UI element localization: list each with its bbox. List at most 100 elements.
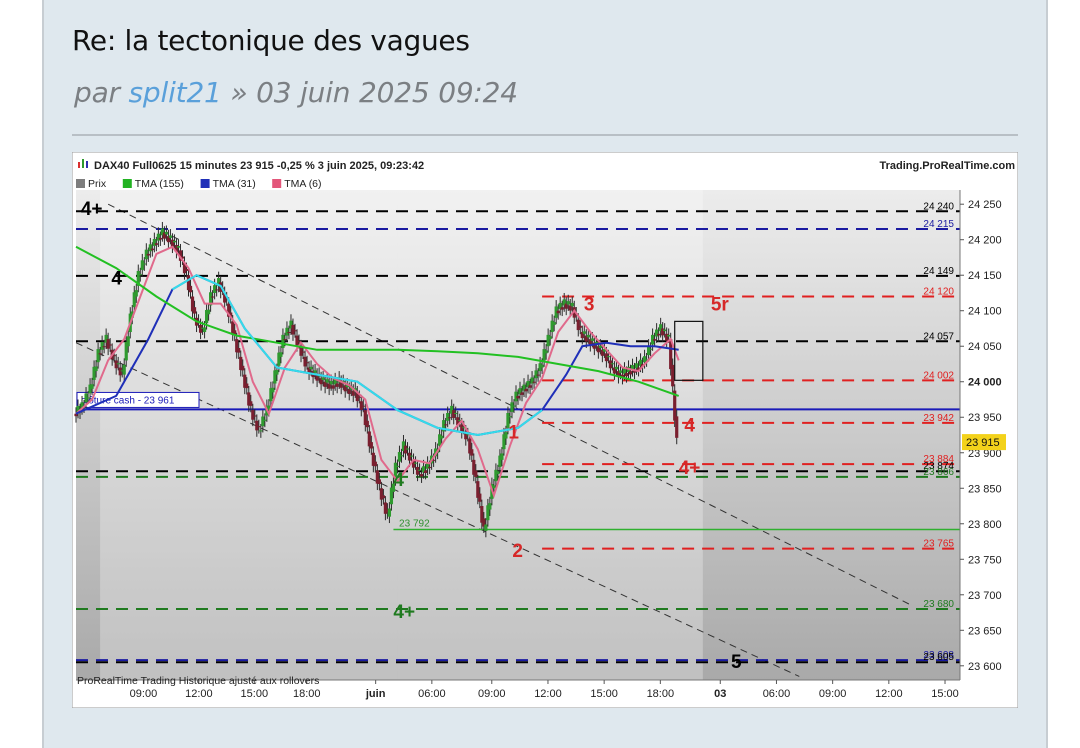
candle-body xyxy=(273,370,277,384)
candle-body xyxy=(257,426,261,428)
candle-body xyxy=(409,455,414,457)
candle-body xyxy=(421,466,426,473)
candle-body xyxy=(516,395,520,399)
candle-body xyxy=(114,360,118,369)
candle-body xyxy=(192,307,197,314)
candle-body xyxy=(377,479,381,484)
candle-body xyxy=(202,327,207,333)
candle-body xyxy=(140,260,144,270)
candle-body xyxy=(663,329,667,332)
candle-body xyxy=(335,383,339,387)
candle-body xyxy=(576,319,580,331)
candle-body xyxy=(277,352,281,366)
candle-body xyxy=(279,352,283,357)
candle-body xyxy=(661,328,665,336)
wave-label: 1 xyxy=(508,422,519,443)
candle-body xyxy=(387,508,392,517)
candle-body xyxy=(476,481,480,498)
candle-body xyxy=(542,349,546,361)
candle-body xyxy=(200,327,205,329)
candle-body xyxy=(172,240,177,243)
x-tick-label: 12:00 xyxy=(185,688,213,700)
wave-label: 4+ xyxy=(679,458,701,479)
candle-body xyxy=(309,366,313,370)
candle-body xyxy=(502,434,506,450)
candle-body xyxy=(582,331,586,334)
candle-body xyxy=(211,296,215,298)
candle-body xyxy=(385,509,390,513)
candle-body xyxy=(152,239,156,246)
candle-body xyxy=(520,392,524,395)
candle-body xyxy=(371,452,375,466)
candle-body xyxy=(325,379,329,383)
candle-body xyxy=(600,349,604,356)
candle-body xyxy=(540,364,544,368)
candle-body xyxy=(142,263,146,265)
candle-body xyxy=(622,368,627,374)
candle-body xyxy=(630,365,635,371)
candle-body xyxy=(671,364,675,387)
wave-label: 2 xyxy=(512,541,523,562)
chart-footer: ProRealTime Trading Historique ajusté au… xyxy=(77,675,319,687)
candle-body xyxy=(419,474,424,477)
candle-body xyxy=(251,410,255,420)
candle-body xyxy=(510,402,514,412)
candle-body xyxy=(397,452,402,462)
candle-body xyxy=(295,335,299,346)
candle-body xyxy=(303,356,307,367)
candle-body xyxy=(229,312,233,318)
candle-body xyxy=(444,424,448,426)
candle-body xyxy=(584,335,588,342)
candle-body xyxy=(108,344,112,346)
x-tick-label: 03 xyxy=(714,688,726,700)
candle-body xyxy=(74,413,78,417)
candle-body xyxy=(651,334,655,345)
candle-body xyxy=(92,366,96,380)
y-tick-label: 23 900 xyxy=(968,448,1002,460)
candle-body xyxy=(321,377,325,380)
candle-body xyxy=(642,356,647,363)
legend-label: TMA (6) xyxy=(284,178,321,190)
candle-body xyxy=(180,256,185,259)
candle-body xyxy=(512,405,516,407)
candle-body xyxy=(624,372,629,377)
candle-body xyxy=(162,232,166,239)
candle-body xyxy=(568,305,572,311)
ma-series xyxy=(75,245,704,499)
candle-body xyxy=(454,412,458,414)
wave-label: 4+ xyxy=(393,602,415,623)
candle-body xyxy=(614,366,619,370)
candle-body xyxy=(301,351,305,353)
level-lines: 24 240 24 215 24 149 24 120 24 057 24 002 23 9… xyxy=(76,201,960,664)
candle-body xyxy=(486,505,490,521)
candle-body xyxy=(602,349,606,352)
candle-body xyxy=(456,417,460,426)
candle-body xyxy=(263,419,267,421)
candle-body xyxy=(506,412,510,428)
author-link[interactable]: split21 xyxy=(128,76,222,109)
candle-body xyxy=(190,296,195,312)
chart-legend: Prix TMA (155) TMA (31) TMA (6) xyxy=(76,178,322,190)
channel-line-upper xyxy=(107,203,913,606)
candle-body xyxy=(245,383,249,389)
candle-body xyxy=(150,248,154,251)
candle-body xyxy=(590,338,594,341)
candle-body xyxy=(464,431,468,440)
candle-body xyxy=(84,393,88,403)
candle-body xyxy=(86,397,90,399)
focus-box xyxy=(674,320,704,381)
candle-body xyxy=(667,334,671,337)
y-axis: 24 250 24 200 24 150 24 100 24 050 24 000 23 9… xyxy=(959,190,1006,680)
candle-body xyxy=(249,401,253,406)
candle-body xyxy=(472,459,476,475)
x-tick-label: 15:00 xyxy=(931,688,959,700)
x-tick-label: 18:00 xyxy=(293,688,321,700)
x-tick-label: 09:00 xyxy=(130,688,158,700)
level-label: 24 149 xyxy=(923,266,954,277)
candle-body xyxy=(243,374,247,388)
candle-body xyxy=(283,339,287,341)
level-label: 24 240 xyxy=(923,201,954,212)
candle-body xyxy=(241,365,245,371)
candle-body xyxy=(118,367,122,376)
legend-label: TMA (155) xyxy=(135,178,184,190)
